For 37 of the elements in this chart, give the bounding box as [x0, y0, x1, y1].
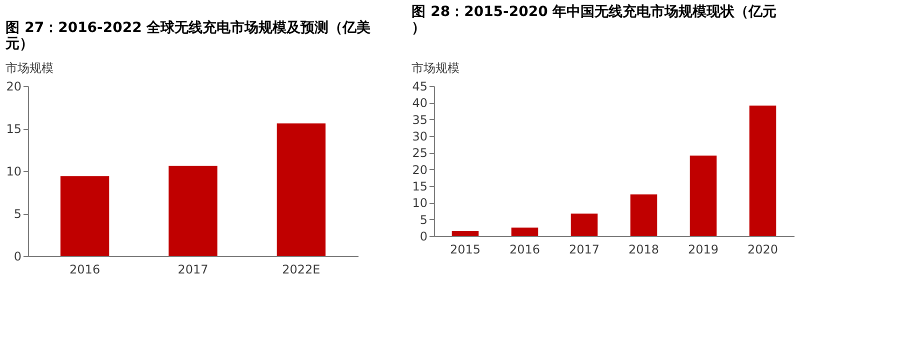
chart-title: 图 28：2015-2020 年中国无线充电市场规模现状（亿元） [412, 3, 777, 36]
y-tick-label: 0 [420, 230, 428, 244]
y-tick-label: 30 [412, 130, 428, 144]
bar [168, 166, 218, 256]
bar [276, 123, 326, 256]
bar [749, 106, 776, 236]
y-tick-label: 0 [14, 250, 22, 264]
y-tick-label: 20 [6, 80, 22, 94]
bar [511, 228, 538, 236]
x-tick-label: 2018 [628, 242, 660, 256]
chart-title: 图 27：2016-2022 全球无线充电市场规模及预测（亿美元） [4, 19, 371, 52]
y-tick-label: 25 [412, 146, 428, 160]
x-tick-label: 2019 [688, 242, 719, 256]
x-tick-label: 2020 [747, 242, 778, 256]
x-tick-label: 2016 [70, 262, 100, 276]
y-tick-label: 40 [412, 96, 428, 110]
y-tick-label: 15 [6, 122, 22, 136]
y-tick-label: 10 [6, 164, 22, 178]
x-tick-label: 2017 [178, 262, 208, 276]
y-tick-label: 5 [14, 207, 22, 221]
x-tick-label: 2022E [282, 262, 320, 276]
chart-subtitle: 市场规模 [6, 61, 54, 75]
y-tick-label: 35 [412, 112, 428, 127]
y-tick-label: 45 [412, 80, 428, 94]
x-tick-label: 2017 [568, 242, 600, 256]
y-tick-label: 20 [412, 162, 428, 177]
bar [690, 156, 717, 236]
x-tick-label: 2015 [450, 242, 481, 256]
bar [60, 176, 110, 256]
y-tick-label: 10 [412, 196, 428, 210]
y-tick-label: 5 [420, 212, 428, 227]
chart-subtitle: 市场规模 [412, 61, 460, 75]
bar [452, 231, 479, 236]
x-tick-label: 2016 [509, 242, 540, 256]
bar [570, 214, 598, 236]
y-tick-label: 15 [412, 180, 428, 194]
bar [630, 194, 658, 236]
